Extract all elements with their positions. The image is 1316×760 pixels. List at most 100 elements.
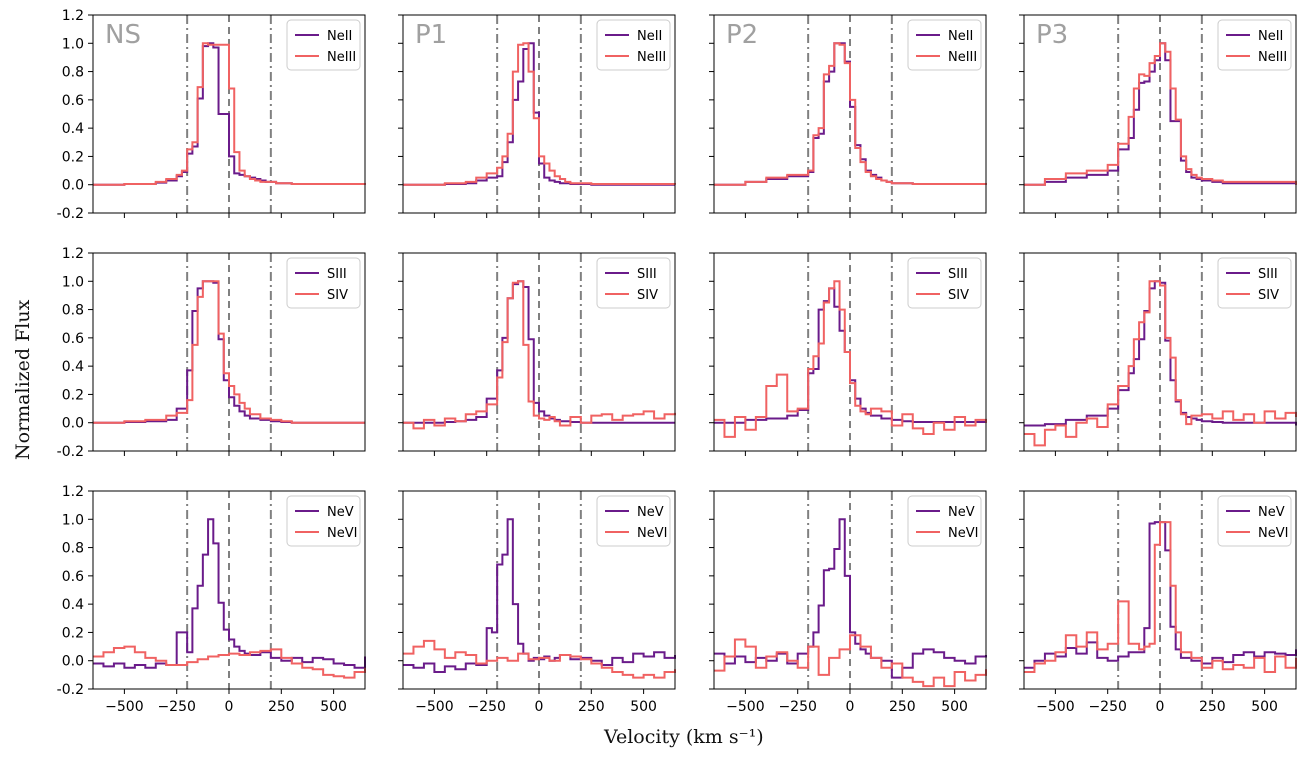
panel-ns-row2: -0.2 0.0 0.2 0.4 0.6 0.8 1.0 1.2 −500 −250 0 250 500… <box>57 484 366 715</box>
legend: NeV NeVI <box>907 495 982 547</box>
panel-p2-row1: SIII SIV <box>709 252 987 456</box>
series-line-neii <box>403 42 675 186</box>
x-tick-label: −250 <box>778 699 816 715</box>
series-line-siv <box>1024 280 1297 447</box>
legend-entry: SIV <box>948 288 969 303</box>
x-tick-label: 0 <box>225 699 234 715</box>
legend-box <box>286 257 361 309</box>
legend-box <box>1217 495 1292 547</box>
series-line-siii <box>714 287 987 424</box>
legend: NeII NeIII <box>1217 19 1292 71</box>
x-tick-label: 500 <box>1251 699 1278 715</box>
legend-entry: NeII <box>327 29 352 44</box>
x-tick-label: 0 <box>846 699 855 715</box>
y-tick-label: 0.6 <box>62 569 84 585</box>
x-tick-label: −500 <box>415 699 453 715</box>
x-tick-label: 250 <box>578 699 605 715</box>
series-line-neii <box>1024 42 1297 186</box>
panel-label: P2 <box>726 20 758 50</box>
legend-entry: NeIII <box>1258 50 1287 65</box>
x-tick-label: 500 <box>630 699 657 715</box>
legend-entry: SIII <box>948 267 968 282</box>
series-line-nevi <box>714 634 987 688</box>
legend-entry: NeV <box>948 505 975 520</box>
y-tick-label: 0.4 <box>62 597 84 613</box>
x-tick-label: 0 <box>1156 699 1165 715</box>
y-tick-label: 0.2 <box>62 149 84 165</box>
series-line-siv <box>403 280 676 430</box>
x-tick-label: −250 <box>467 699 505 715</box>
x-tick-label: 0 <box>535 699 544 715</box>
legend-box <box>907 257 982 309</box>
legend-entry: NeVI <box>948 526 978 541</box>
legend-box <box>1217 257 1292 309</box>
series-line-neiii <box>1024 42 1297 186</box>
legend-entry: NeV <box>637 505 664 520</box>
legend: NeII NeIII <box>907 19 982 71</box>
x-tick-label: 250 <box>889 699 916 715</box>
legend-box <box>286 495 361 547</box>
legend-box <box>286 19 361 71</box>
x-tick-label: −250 <box>157 699 195 715</box>
legend-entry: NeIII <box>327 50 356 65</box>
y-tick-label: 1.0 <box>62 274 84 290</box>
y-tick-label: 0.4 <box>62 121 84 137</box>
y-tick-label: 0.8 <box>62 541 84 557</box>
series-line-siv <box>93 280 365 424</box>
y-tick-label: 0.0 <box>62 178 84 194</box>
legend: SIII SIV <box>1217 257 1292 309</box>
legend-box <box>596 495 671 547</box>
legend-entry: NeVI <box>1258 526 1288 541</box>
x-tick-label: 500 <box>941 699 968 715</box>
y-tick-label: -0.2 <box>57 682 84 698</box>
series-line-neiii <box>93 42 366 186</box>
legend-entry: NeIII <box>637 50 666 65</box>
series-line-nevi <box>1024 521 1297 674</box>
x-tick-label: −500 <box>726 699 764 715</box>
legend-box <box>907 495 982 547</box>
y-tick-label: 1.2 <box>62 8 84 24</box>
series-line-nev <box>714 518 987 679</box>
legend: SIII SIV <box>596 257 671 309</box>
y-tick-label: 0.2 <box>62 625 84 641</box>
legend-entry: NeVI <box>637 526 667 541</box>
y-tick-label: 1.0 <box>62 36 84 52</box>
legend-entry: SIV <box>327 288 348 303</box>
y-axis-label: Normalized Flux <box>12 299 34 460</box>
series-line-siv <box>714 280 987 438</box>
y-tick-label: -0.2 <box>57 206 84 222</box>
panel-p3-row2: −500 −250 0 250 500 NeV NeVI <box>1019 490 1297 715</box>
legend-entry: NeII <box>948 29 973 44</box>
x-tick-label: −500 <box>1036 699 1074 715</box>
y-tick-label: 1.2 <box>62 484 84 500</box>
panel-label: NS <box>105 20 141 50</box>
legend-entry: NeVI <box>327 526 357 541</box>
legend: SIII SIV <box>907 257 982 309</box>
legend: NeV NeVI <box>286 495 361 547</box>
series-line-nev <box>93 518 366 669</box>
panel-ns-row1: -0.2 0.0 0.2 0.4 0.6 0.8 1.0 1.2 SIII SIV <box>57 246 366 460</box>
panel-p1-row0: P1 NeII NeIII <box>398 14 676 218</box>
legend-entry: SIII <box>637 267 657 282</box>
y-tick-label: 0.6 <box>62 93 84 109</box>
y-tick-label: 1.0 <box>62 512 84 528</box>
legend-box <box>596 257 671 309</box>
y-tick-label: 0.2 <box>62 387 84 403</box>
legend: NeV NeVI <box>596 495 671 547</box>
x-tick-label: 500 <box>320 699 347 715</box>
legend: SIII SIV <box>286 257 361 309</box>
legend-entry: NeV <box>327 505 354 520</box>
panel-label: P3 <box>1036 20 1068 50</box>
y-tick-label: 0.0 <box>62 416 84 432</box>
legend-entry: SIV <box>1258 288 1279 303</box>
series-line-nevi <box>403 639 676 679</box>
x-tick-label: −500 <box>105 699 143 715</box>
legend: NeII NeIII <box>286 19 361 71</box>
y-tick-label: -0.2 <box>57 444 84 460</box>
series-line-neiii <box>714 42 987 186</box>
panel-p2-row0: P2 NeII NeIII <box>709 14 987 218</box>
series-line-neiii <box>403 42 676 186</box>
series-line-nevi <box>93 645 366 679</box>
y-tick-label: 0.6 <box>62 331 84 347</box>
